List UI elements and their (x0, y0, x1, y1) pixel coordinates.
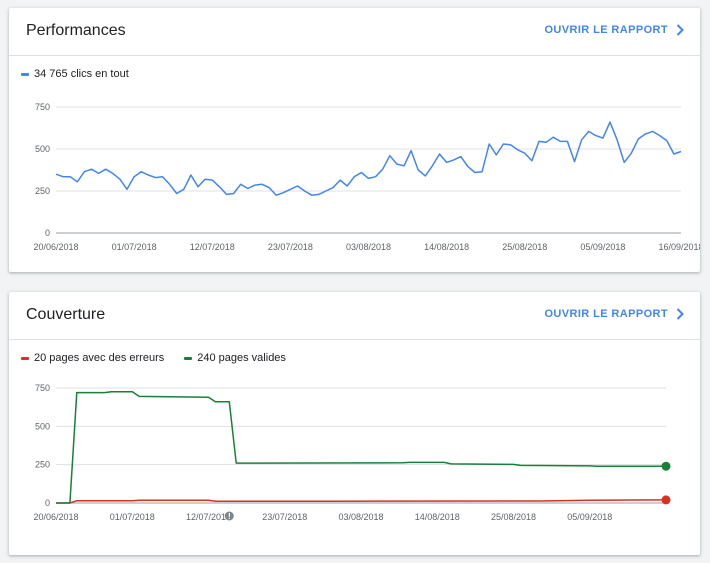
legend-label-errors: 20 pages avec des erreurs (34, 352, 165, 364)
x-tick-label: 01/07/2018 (112, 242, 157, 252)
legend-item-clicks[interactable]: 34 765 clics en tout (21, 68, 129, 80)
series-line-0 (56, 499, 667, 504)
x-tick-label: 25/08/2018 (491, 512, 536, 522)
legend-swatch-clicks (21, 72, 29, 76)
performance-chart: 0 250 500 750 20/06/2018 01/07/2018 12/07/2018… (33, 102, 700, 252)
x-tick-label: 23/07/2018 (262, 512, 307, 522)
y-tick-label: 0 (45, 498, 50, 508)
x-tick-label: 14/08/2018 (424, 242, 469, 252)
performance-open-report-link[interactable]: OUVRIR LE RAPPORT (544, 24, 684, 36)
performance-title: Performances (26, 22, 126, 39)
x-tick-label: 05/09/2018 (580, 242, 625, 252)
performance-card: Performances OUVRIR LE RAPPORT 34 765 cl… (9, 8, 700, 272)
series-end-point-0[interactable] (661, 495, 671, 505)
performance-legend: 34 765 clics en tout (21, 68, 129, 80)
legend-item-valid[interactable]: 240 pages valides (184, 352, 286, 364)
coverage-card: Couverture OUVRIR LE RAPPORT 20 pages av… (9, 292, 700, 555)
legend-label-valid: 240 pages valides (197, 352, 286, 364)
legend-swatch-errors (21, 356, 29, 360)
x-tick-label: 14/08/2018 (415, 512, 460, 522)
y-tick-label: 500 (35, 144, 50, 154)
x-tick-label: 16/09/2018 (658, 242, 700, 252)
legend-swatch-valid (184, 356, 193, 360)
y-tick-label: 0 (45, 228, 50, 238)
y-tick-label: 750 (35, 383, 50, 393)
x-tick-label: 12/07/2018 (186, 512, 231, 522)
legend-label-clicks: 34 765 clics en tout (34, 68, 129, 80)
y-tick-label: 750 (35, 102, 50, 112)
y-tick-label: 250 (35, 460, 50, 470)
coverage-open-report-link[interactable]: OUVRIR LE RAPPORT (544, 308, 684, 320)
x-tick-label: 05/09/2018 (567, 512, 612, 522)
performance-open-report-label: OUVRIR LE RAPPORT (544, 24, 668, 36)
x-tick-label: 03/08/2018 (338, 512, 383, 522)
performance-card-header: Performances OUVRIR LE RAPPORT (9, 8, 700, 56)
y-tick-label: 250 (35, 186, 50, 196)
coverage-chart: 0 250 500 750 20/06/2018 01/07/2018 12/07/2018… (33, 383, 671, 522)
chevron-right-icon (676, 308, 684, 320)
x-tick-label: 01/07/2018 (110, 512, 155, 522)
x-tick-label: 12/07/2018 (190, 242, 235, 252)
x-tick-label: 25/08/2018 (502, 242, 547, 252)
coverage-legend: 20 pages avec des erreurs 240 pages vali… (21, 352, 286, 364)
series-line-1 (56, 391, 666, 504)
x-tick-label: 20/06/2018 (33, 512, 78, 522)
chevron-right-icon (676, 24, 684, 36)
series-line-0 (55, 121, 682, 196)
coverage-open-report-label: OUVRIR LE RAPPORT (544, 308, 668, 320)
series-end-point-1[interactable] (661, 461, 671, 471)
y-tick-label: 500 (35, 421, 50, 431)
x-tick-label: 23/07/2018 (268, 242, 313, 252)
x-tick-label: 20/06/2018 (33, 242, 78, 252)
annotation-label: ! (228, 512, 231, 521)
coverage-card-header: Couverture OUVRIR LE RAPPORT (9, 292, 700, 340)
coverage-title: Couverture (26, 306, 106, 323)
legend-item-errors[interactable]: 20 pages avec des erreurs (21, 352, 164, 364)
x-tick-label: 03/08/2018 (346, 242, 391, 252)
annotation-marker[interactable]: ! (224, 511, 234, 522)
